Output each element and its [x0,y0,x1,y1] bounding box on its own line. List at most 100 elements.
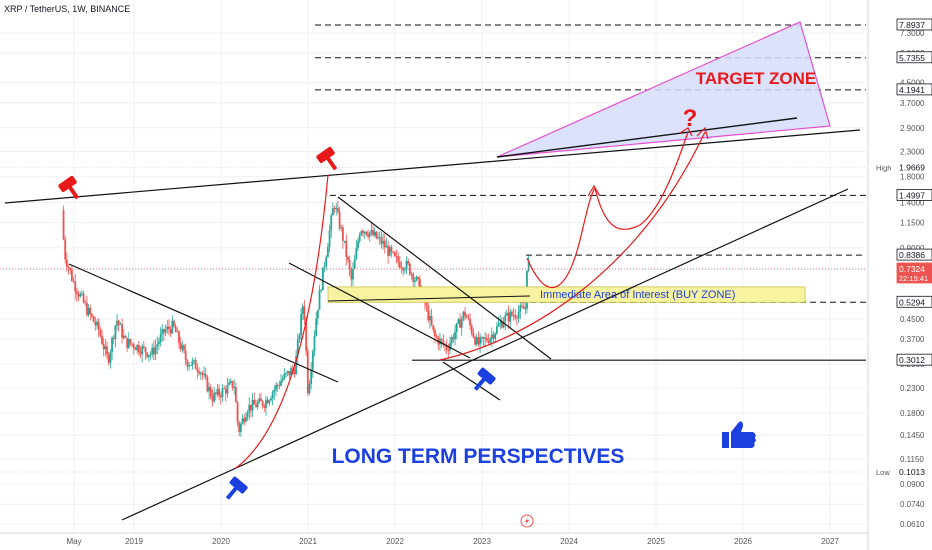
candle-body [144,347,147,353]
buy-zone-label: Immediate Area of Interest (BUY ZONE) [540,289,735,301]
thumb-cuff [722,432,729,448]
candle-body [194,360,197,370]
candle-body [338,212,341,229]
candle-body [348,260,351,270]
candle-body [311,351,314,370]
candle-body [383,240,386,248]
candle-body [407,260,410,264]
candle-body [67,266,70,268]
candle-body [250,404,252,411]
trendline [337,196,552,360]
candle-body [183,345,185,351]
candle-body [112,337,115,339]
thumb-hand [731,421,756,448]
candle-body [270,398,272,401]
candle-body [412,273,415,282]
price-level-value: 1.4997 [899,190,925,200]
candle-body [255,404,257,408]
candle-body [445,344,448,350]
hammer-icon [58,175,80,200]
candle-body [470,325,473,334]
candle-body [72,280,75,282]
candle-body [511,311,513,316]
candle-body [310,369,313,385]
candle-body [79,293,82,297]
candle-body [70,270,73,281]
candle-body [390,247,393,252]
candle-body [492,334,495,339]
candle-body [459,319,461,328]
candle-body [99,330,102,336]
candle-body [214,392,217,395]
price-level-tag [896,83,932,96]
candle-body [204,373,207,377]
hammer-handle [325,156,338,171]
candle-body [480,337,483,338]
candle-body [157,341,160,345]
candle-body [315,318,318,336]
candle-body [164,329,167,333]
x-tick-label: 2027 [821,537,839,546]
candle-body [77,293,80,297]
candle-body [425,303,428,306]
price-level-value: 0.1013 [899,467,925,477]
lightning-bolt [525,517,529,525]
candle-body [293,369,296,375]
trendline [68,263,339,383]
hammer-head [58,175,77,193]
candle-body [119,324,122,326]
candle-body [285,372,287,374]
price-level-tag [896,248,932,261]
candle-body [173,320,175,327]
candle-body [320,290,323,291]
candle-body [178,331,180,343]
candle-body [387,245,390,256]
chart-title: XRP / TetherUS, 1W, BINANCE [4,4,131,14]
y-tick-label: 2.3000 [900,148,925,157]
question-mark-label: ? [683,105,698,132]
candle-body [84,302,87,304]
candle-body [131,343,134,345]
candle-body [219,395,222,398]
hammer-icon [316,146,338,171]
candle-body [330,215,333,231]
candle-body [286,370,289,373]
candle-body [258,398,261,403]
candle-body [321,267,324,291]
candle-body [291,368,294,370]
candle-body [363,231,366,233]
candle-body [288,370,291,376]
hammer-handle [67,185,80,200]
candle-body [166,326,169,330]
price-level-tag [897,466,932,477]
price-level-value: 7.8937 [899,20,925,30]
candle-body [514,314,517,318]
candle-body [365,231,368,235]
candle-body [388,247,391,256]
candle-body [393,252,396,257]
x-tick-label: 2020 [212,537,230,546]
candle-body [146,352,149,358]
candle-body [323,266,326,268]
candle-body [169,329,172,334]
candle-body [179,342,182,350]
candle-body [121,324,123,338]
candle-body [106,346,108,355]
candle-body [462,311,465,319]
candle-body [281,378,284,381]
candle-body [427,305,430,321]
candle-body [308,384,311,394]
price-level-value: 1.9669 [899,163,925,173]
candle-body [234,386,237,403]
candle-body [452,337,455,340]
candle-body [457,319,460,324]
y-tick-label: 0.9000 [900,244,925,253]
candle-body [268,400,271,404]
lightning-ring [520,514,534,528]
y-tick-label: 3.7000 [900,99,925,108]
candle-body [243,418,246,422]
hammer-handle [225,486,238,500]
candle-body [139,352,142,355]
candle-body [216,388,219,395]
